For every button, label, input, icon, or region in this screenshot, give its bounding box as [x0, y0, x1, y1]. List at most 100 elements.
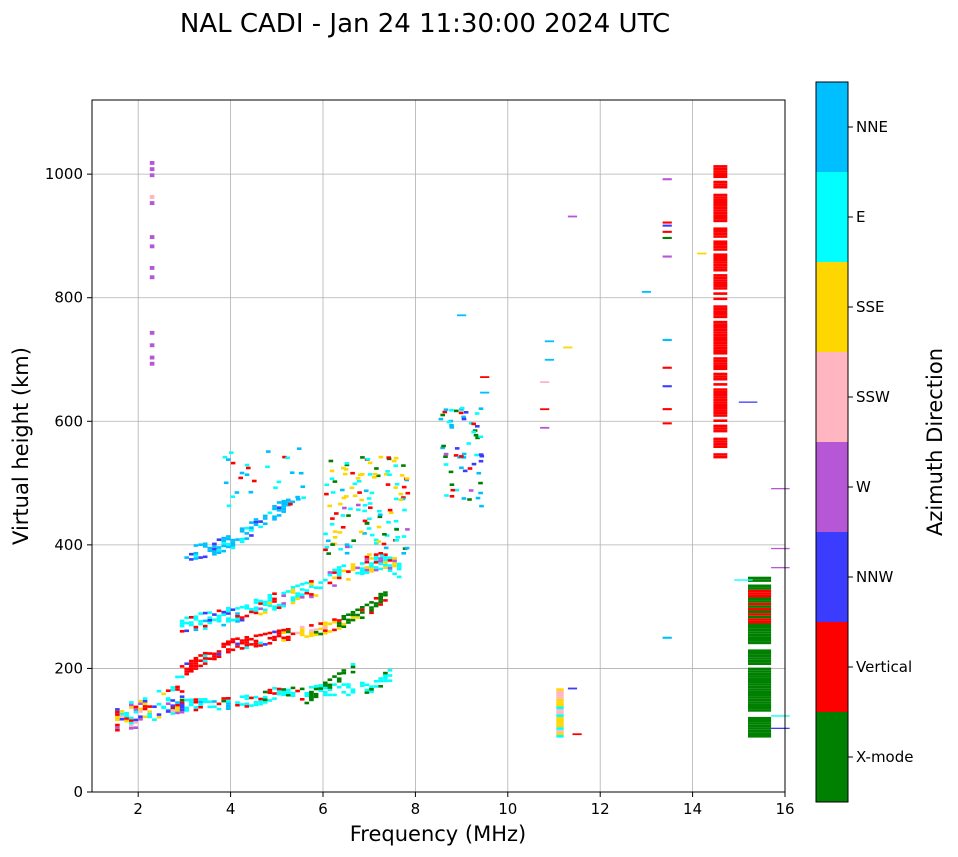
- echo-mark: [258, 697, 263, 701]
- echo-mark: [336, 621, 342, 625]
- echo-mark: [300, 485, 306, 488]
- echo-mark: [713, 276, 728, 280]
- echo-mark: [226, 543, 231, 546]
- x-tick-label: 2: [133, 800, 143, 818]
- echo-mark: [267, 511, 273, 515]
- echo-mark: [249, 534, 254, 537]
- echo-mark: [369, 690, 374, 694]
- echo-mark: [556, 711, 564, 715]
- colorbar-segment: [816, 82, 848, 172]
- echo-mark: [471, 430, 476, 434]
- echo-mark: [462, 469, 468, 473]
- echo-mark: [249, 526, 254, 529]
- x-axis-label: Frequency (MHz): [350, 822, 526, 846]
- echo-mark: [471, 462, 477, 466]
- echo-mark: [184, 709, 189, 712]
- echo-mark: [748, 722, 772, 725]
- echo-mark: [713, 261, 728, 264]
- echo-mark: [281, 502, 286, 506]
- echo-mark: [713, 196, 728, 199]
- echo-mark: [713, 217, 728, 220]
- echo-mark: [324, 483, 329, 487]
- echo-mark: [405, 528, 410, 531]
- echo-mark: [133, 726, 139, 729]
- echo-mark: [404, 477, 410, 480]
- echo-mark: [713, 185, 728, 189]
- echo-mark: [454, 409, 459, 413]
- echo-mark: [184, 662, 189, 665]
- echo-mark: [556, 688, 564, 691]
- echo-mark: [662, 255, 672, 258]
- echo-mark: [189, 621, 194, 624]
- echo-mark: [350, 618, 356, 622]
- echo-mark: [156, 713, 162, 716]
- echo-mark: [387, 566, 393, 570]
- x-tick-label: 8: [411, 800, 421, 818]
- echo-mark: [175, 706, 180, 709]
- echo-mark: [355, 566, 360, 570]
- echo-mark: [179, 698, 185, 702]
- echo-mark: [267, 594, 273, 597]
- echo-mark: [662, 408, 672, 411]
- echo-mark: [281, 591, 286, 595]
- echo-mark: [235, 607, 240, 610]
- echo-mark: [478, 453, 484, 456]
- echo-mark: [556, 690, 564, 694]
- echo-mark: [189, 698, 194, 702]
- echo-mark: [383, 671, 388, 675]
- echo-mark: [394, 528, 399, 531]
- echo-mark: [358, 530, 364, 534]
- echo-mark: [193, 664, 199, 668]
- echo-mark: [133, 708, 139, 711]
- echo-mark: [304, 589, 310, 592]
- echo-mark: [202, 624, 208, 628]
- echo-mark: [212, 700, 217, 703]
- echo-mark: [262, 701, 268, 704]
- echo-mark: [198, 543, 203, 546]
- echo-mark: [276, 692, 282, 696]
- echo-mark: [748, 688, 772, 691]
- echo-mark: [377, 509, 382, 513]
- echo-mark: [309, 585, 314, 588]
- echo-mark: [393, 497, 399, 501]
- echo-mark: [239, 641, 245, 645]
- echo-mark: [202, 619, 208, 623]
- echo-mark: [461, 452, 467, 456]
- echo-mark: [346, 514, 351, 517]
- echo-mark: [748, 613, 772, 616]
- echo-mark: [149, 355, 155, 360]
- echo-mark: [129, 719, 134, 722]
- echo-mark: [193, 698, 199, 701]
- echo-mark: [471, 422, 476, 426]
- echo-mark: [373, 685, 379, 688]
- echo-mark: [281, 688, 286, 691]
- colorbar-label: SSE: [856, 298, 885, 316]
- echo-mark: [193, 552, 199, 555]
- echo-mark: [387, 679, 393, 682]
- echo-mark: [378, 559, 383, 563]
- echo-mark: [216, 609, 222, 613]
- echo-mark: [309, 593, 314, 596]
- echo-mark: [713, 359, 728, 363]
- echo-mark: [221, 544, 226, 548]
- echo-mark: [341, 622, 347, 626]
- echo-mark: [253, 606, 259, 610]
- echo-mark: [226, 458, 231, 461]
- echo-mark: [226, 617, 231, 620]
- echo-mark: [364, 555, 370, 559]
- echo-mark: [152, 718, 157, 721]
- echo-mark: [175, 703, 180, 707]
- azimuth-colorbar: X-mode Vertical NNW W SSW SSE E NNE: [815, 81, 913, 803]
- echo-mark: [147, 710, 152, 713]
- echo-mark: [713, 396, 728, 399]
- echo-mark: [567, 215, 578, 218]
- echo-mark: [253, 695, 259, 699]
- echo-mark: [360, 616, 365, 619]
- colorbar-segment: [816, 262, 848, 352]
- echo-mark: [443, 455, 448, 458]
- echo-mark: [713, 323, 728, 326]
- echo-mark: [179, 690, 185, 693]
- echo-mark: [289, 471, 295, 474]
- echo-mark: [216, 619, 222, 623]
- echo-mark: [249, 704, 254, 707]
